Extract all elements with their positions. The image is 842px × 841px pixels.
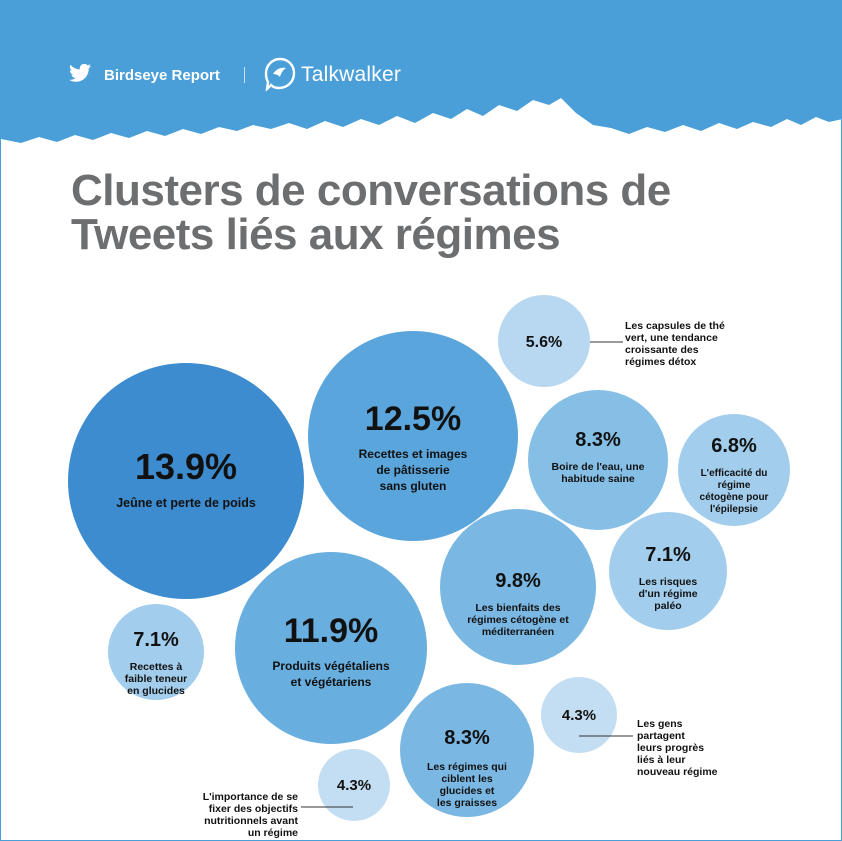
bubble-callout-line: Les gens [637,718,683,730]
bubble-label-line: Jeûne et perte de poids [116,496,256,510]
bubble-label-line: les graisses [437,797,497,809]
bubble-circle [318,749,390,821]
bubble-callout-line: nutritionnels avant [204,815,298,827]
report-name: Birdseye Report [104,67,220,84]
bubble-label-line: d'un régime [638,588,697,600]
bubble-value: 12.5% [365,400,461,438]
bubble-value: 7.1% [645,544,691,566]
bubble-callout-line: un régime [248,827,298,839]
bubble-circle [528,390,668,530]
bubble-label-line: cétogène pour [700,492,769,503]
bubble-label-line: sans gluten [380,479,447,493]
bubble-circle [68,363,304,599]
twitter-bird-icon [69,63,91,82]
bubble-value: 7.1% [133,629,179,651]
bubble-callout-line: Les capsules de thé [625,320,725,332]
bubble-label-line: L'efficacité du [701,468,768,479]
bubble-circle [235,552,427,744]
bubble-value: 11.9% [284,612,379,650]
bubble-label-line: méditerranéen [482,626,554,638]
bubble-label-line: Les risques [639,576,698,588]
partner-name: Talkwalker [301,63,402,86]
bubble-label-line: Recettes à [130,661,183,673]
bubble-label-line: Les bienfaits des [475,602,560,614]
bubble-callout-line: nouveau régime [637,766,718,778]
bubble-label-line: ciblent les [441,773,493,785]
bubble-callout-line: leurs progrès [637,742,704,754]
bubble-callout-line: fixer des objectifs [209,803,298,815]
bubble-circle [541,677,617,753]
bubble-label-line: régime [718,480,751,491]
bubble-label-line: Les régimes qui [427,761,507,773]
bubble-value: 4.3% [337,777,371,794]
bubble-circle [400,683,534,817]
bubble-2: 12.5% Recettes et images de pâtisserie sans… [308,331,518,541]
talkwalker-logo-icon [264,57,296,91]
bubble-callout-line: L'importance de se [203,791,298,803]
bubble-value: 6.8% [711,435,757,457]
bubble-label-line: l'épilepsie [710,504,758,515]
bubble-circle [308,331,518,541]
bubble-label-line: régimes cétogène et [467,614,569,626]
bubble-1: 13.9% Jeûne et perte de poids [68,363,304,599]
bubble-value: 13.9% [135,446,237,487]
bubble-circle [440,509,596,665]
bubble-label-line: Recettes et images [359,447,468,461]
bubble-label-line: en glucides [127,685,185,697]
bubble-value: 9.8% [495,570,541,592]
bubble-value: 8.3% [575,429,621,451]
page-title: Clusters de conversations de Tweets liés… [71,169,671,257]
bubble-callout-line: partagent [637,730,685,742]
bubble-label-line: faible teneur [125,673,187,685]
bubble-circle [108,604,204,700]
bubble-3: 11.9% Produits végétaliens et végétariens [235,552,427,744]
bubble-callout-line: vert, une tendance [625,332,718,344]
title-line-2: Tweets liés aux régimes [71,210,561,259]
bubble-callout-line: croissante des [625,344,699,356]
bubble-value: 8.3% [444,727,490,749]
bubble-value: 5.6% [526,334,562,351]
bubble-callout-line: liés à leur [637,754,685,766]
bubble-label-line: glucides et [440,785,495,797]
title-line-1: Clusters de conversations de [71,166,671,215]
bubble-label-line: de pâtisserie [376,463,450,477]
bubble-label-line: paléo [654,600,681,612]
header-banner [1,1,841,143]
bubble-circle [609,512,727,630]
bubble-callout-line: régimes détox [625,356,696,368]
bubble-label-line: et végétariens [291,675,372,689]
header-divider [244,67,245,83]
bubble-value: 4.3% [562,707,596,724]
bubble-circle [498,295,590,387]
bubble-label-line: habitude saine [561,473,635,485]
bubble-label-line: Produits végétaliens [272,659,390,673]
bubble-circle [678,414,790,526]
bubble-label-line: Boire de l'eau, une [552,461,645,473]
